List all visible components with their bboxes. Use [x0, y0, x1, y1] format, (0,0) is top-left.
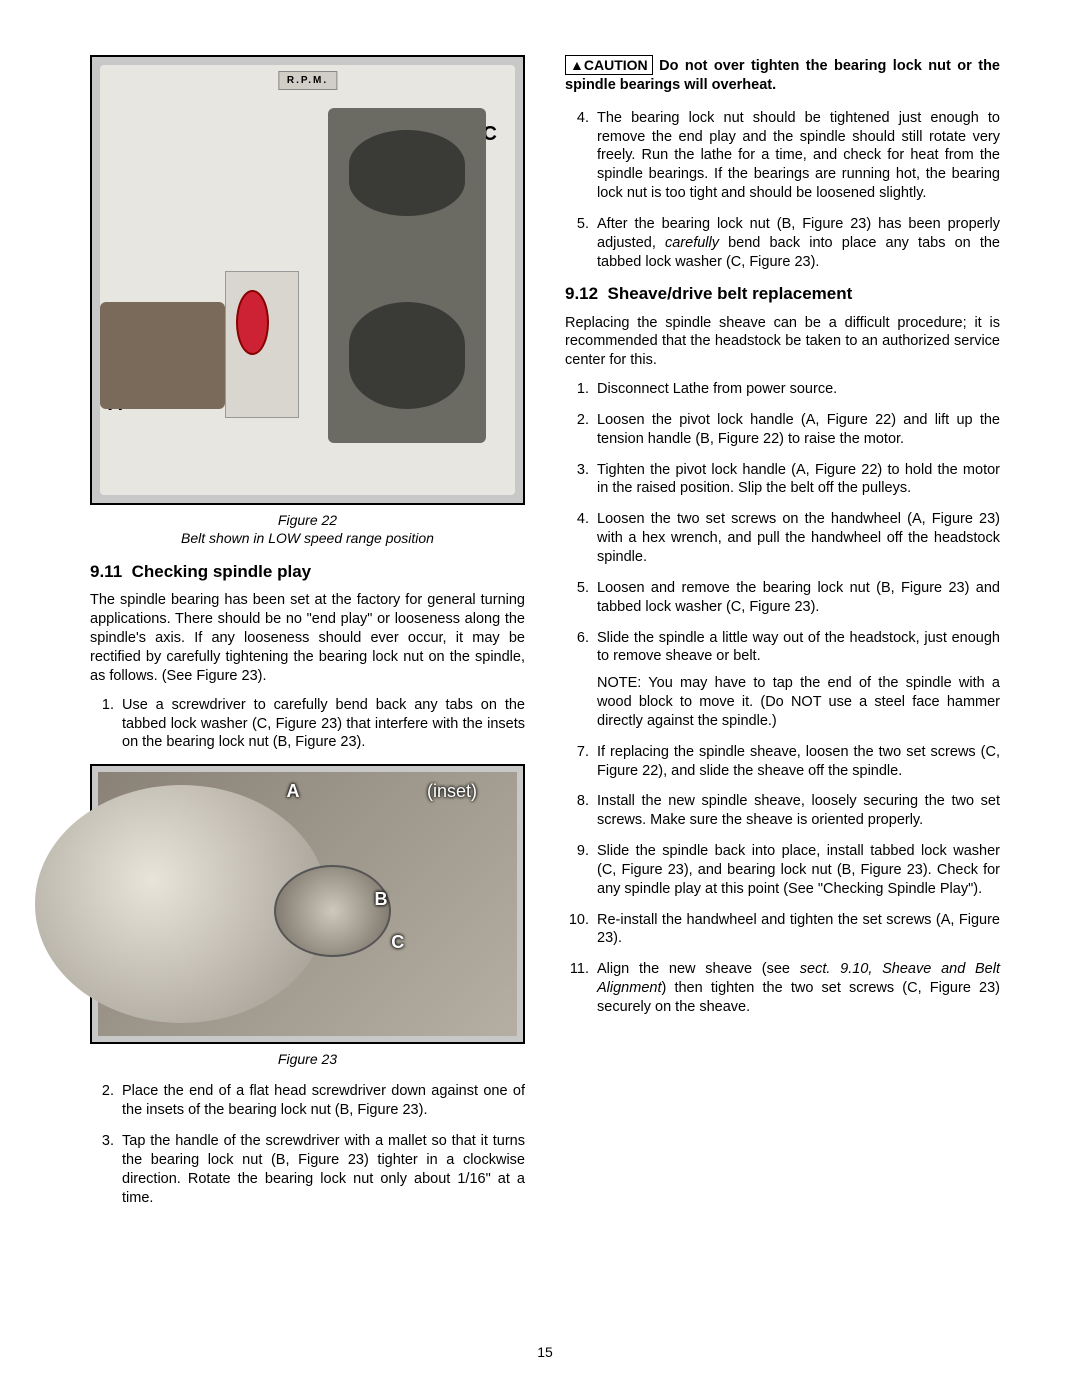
section-9-12-number: 9.12 — [565, 284, 598, 303]
section-9-11-step-1: Use a screwdriver to carefully bend back… — [118, 696, 525, 753]
s912-step-11: Align the new sheave (see sect. 9.10, Sh… — [593, 960, 1000, 1017]
s912-step-8: Install the new spindle sheave, loosely … — [593, 792, 1000, 830]
s912-step-6-note: NOTE: You may have to tap the end of the… — [597, 674, 1000, 731]
s912-step-5: Loosen and remove the bearing lock nut (… — [593, 579, 1000, 617]
figure-23-label-b: B — [375, 888, 388, 911]
s912-step-2: Loosen the pivot lock handle (A, Figure … — [593, 411, 1000, 449]
figure-22: R.P.M. C B A — [90, 55, 525, 505]
section-9-11-step-2: Place the end of a flat head screwdriver… — [118, 1082, 525, 1120]
warning-icon: ▲ — [570, 57, 584, 73]
section-9-12-title: Sheave/drive belt replacement — [608, 284, 853, 303]
rpm-label: R.P.M. — [278, 71, 337, 90]
section-9-11-step-5: After the bearing lock nut (B, Figure 23… — [593, 215, 1000, 272]
s912-step-9: Slide the spindle back into place, insta… — [593, 842, 1000, 899]
caution-block: ▲CAUTION Do not over tighten the bearing… — [565, 55, 1000, 95]
figure-23-caption: Figure 23 — [90, 1050, 525, 1068]
control-panel — [225, 271, 300, 417]
lower-pulley — [349, 302, 465, 410]
section-9-11-list-part1: Use a screwdriver to carefully bend back… — [90, 696, 525, 753]
section-9-11-heading: 9.11 Checking spindle play — [90, 561, 525, 583]
upper-pulley — [349, 130, 465, 216]
figure-23-label-c: C — [391, 931, 404, 954]
figure-23-image-placeholder: A (inset) B C — [98, 772, 517, 1036]
figure-22-image-placeholder: R.P.M. C B A — [100, 65, 515, 495]
page-content: R.P.M. C B A Figure 22 Belt shown in LOW… — [90, 55, 1000, 1325]
s912-step-1: Disconnect Lathe from power source. — [593, 380, 1000, 399]
section-9-11-number: 9.11 — [90, 562, 122, 581]
step5-b: carefully — [665, 235, 719, 251]
figure-23: A (inset) B C — [90, 764, 525, 1044]
s912-step-3: Tighten the pivot lock handle (A, Figure… — [593, 461, 1000, 499]
page-number: 15 — [90, 1343, 1000, 1361]
figure-23-label-inset: (inset) — [427, 780, 477, 803]
s912-step-10: Re-install the handwheel and tighten the… — [593, 911, 1000, 949]
section-9-11-list-part2: Place the end of a flat head screwdriver… — [90, 1082, 525, 1207]
section-9-12-list-cont: If replacing the spindle sheave, loosen … — [565, 743, 1000, 1017]
figure-22-caption-line2: Belt shown in LOW speed range position — [181, 530, 434, 546]
section-9-11-title: Checking spindle play — [132, 562, 312, 581]
estop-button — [236, 290, 269, 355]
motor-side — [100, 302, 225, 410]
figure-23-label-a: A — [287, 780, 300, 803]
section-9-12-list: Disconnect Lathe from power source. Loos… — [565, 380, 1000, 666]
caution-box: ▲CAUTION — [565, 55, 653, 75]
s912-step-6: Slide the spindle a little way out of th… — [593, 629, 1000, 667]
section-9-12-intro: Replacing the spindle sheave can be a di… — [565, 314, 1000, 371]
section-9-11-step-4: The bearing lock nut should be tightened… — [593, 109, 1000, 203]
section-9-11-step-3: Tap the handle of the screwdriver with a… — [118, 1132, 525, 1207]
figure-22-caption: Figure 22 Belt shown in LOW speed range … — [90, 511, 525, 547]
caution-label: CAUTION — [584, 57, 648, 73]
s912-step-7: If replacing the spindle sheave, loosen … — [593, 743, 1000, 781]
section-9-12-heading: 9.12 Sheave/drive belt replacement — [565, 283, 1000, 305]
figure-22-caption-line1: Figure 22 — [278, 512, 337, 528]
s912-step-4: Loosen the two set screws on the handwhe… — [593, 510, 1000, 567]
s11-a: Align the new sheave (see — [597, 961, 800, 977]
section-9-11-intro: The spindle bearing has been set at the … — [90, 591, 525, 685]
section-9-11-list-part3: The bearing lock nut should be tightened… — [565, 109, 1000, 272]
